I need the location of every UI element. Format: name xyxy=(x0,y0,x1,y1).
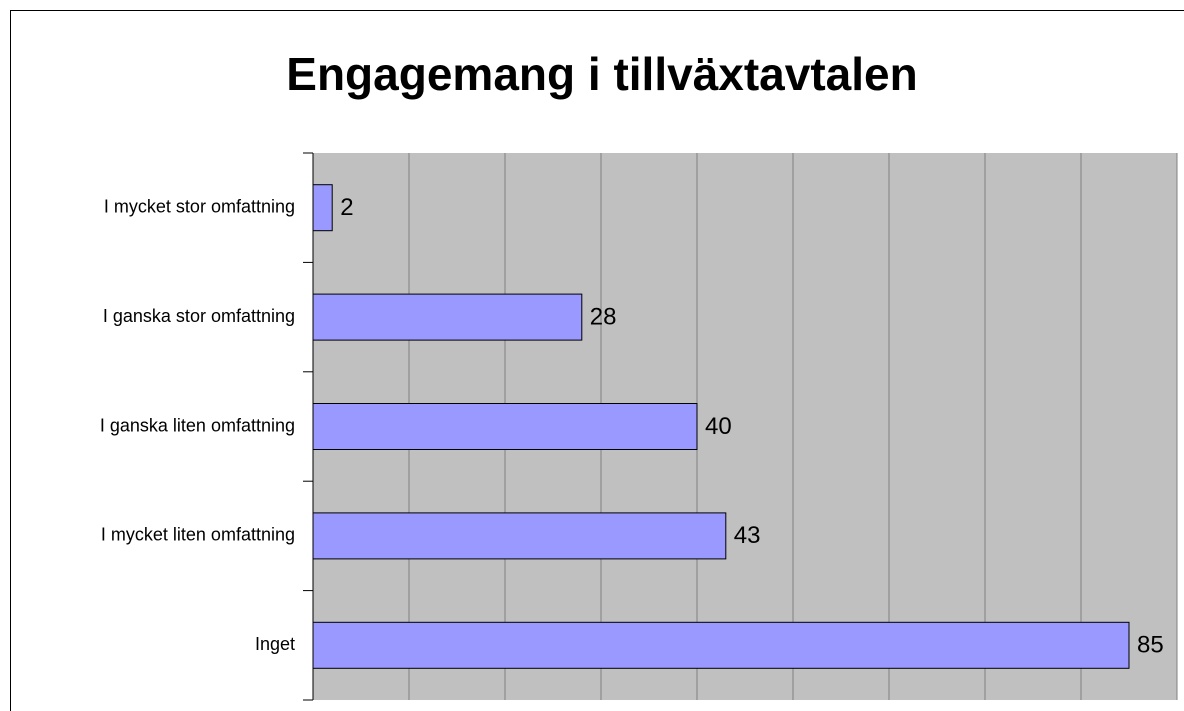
chart-title: Engagemang i tillväxtavtalen xyxy=(286,48,917,100)
y-tick-label: I ganska liten omfattning xyxy=(100,415,295,435)
bar xyxy=(312,621,1130,669)
value-label: 85 xyxy=(1137,632,1164,659)
value-label: 43 xyxy=(734,522,761,549)
bar xyxy=(312,293,583,341)
y-tick-label: I ganska stor omfattning xyxy=(103,306,295,326)
value-label: 40 xyxy=(705,413,732,440)
bar xyxy=(312,184,333,232)
bar xyxy=(312,403,698,450)
y-tick-label: I mycket liten omfattning xyxy=(101,525,295,545)
bar xyxy=(312,512,727,560)
y-tick-label: I mycket stor omfattning xyxy=(104,196,295,216)
value-label: 28 xyxy=(590,303,617,330)
y-tick-label: Inget xyxy=(255,634,295,654)
value-label: 2 xyxy=(340,194,353,221)
